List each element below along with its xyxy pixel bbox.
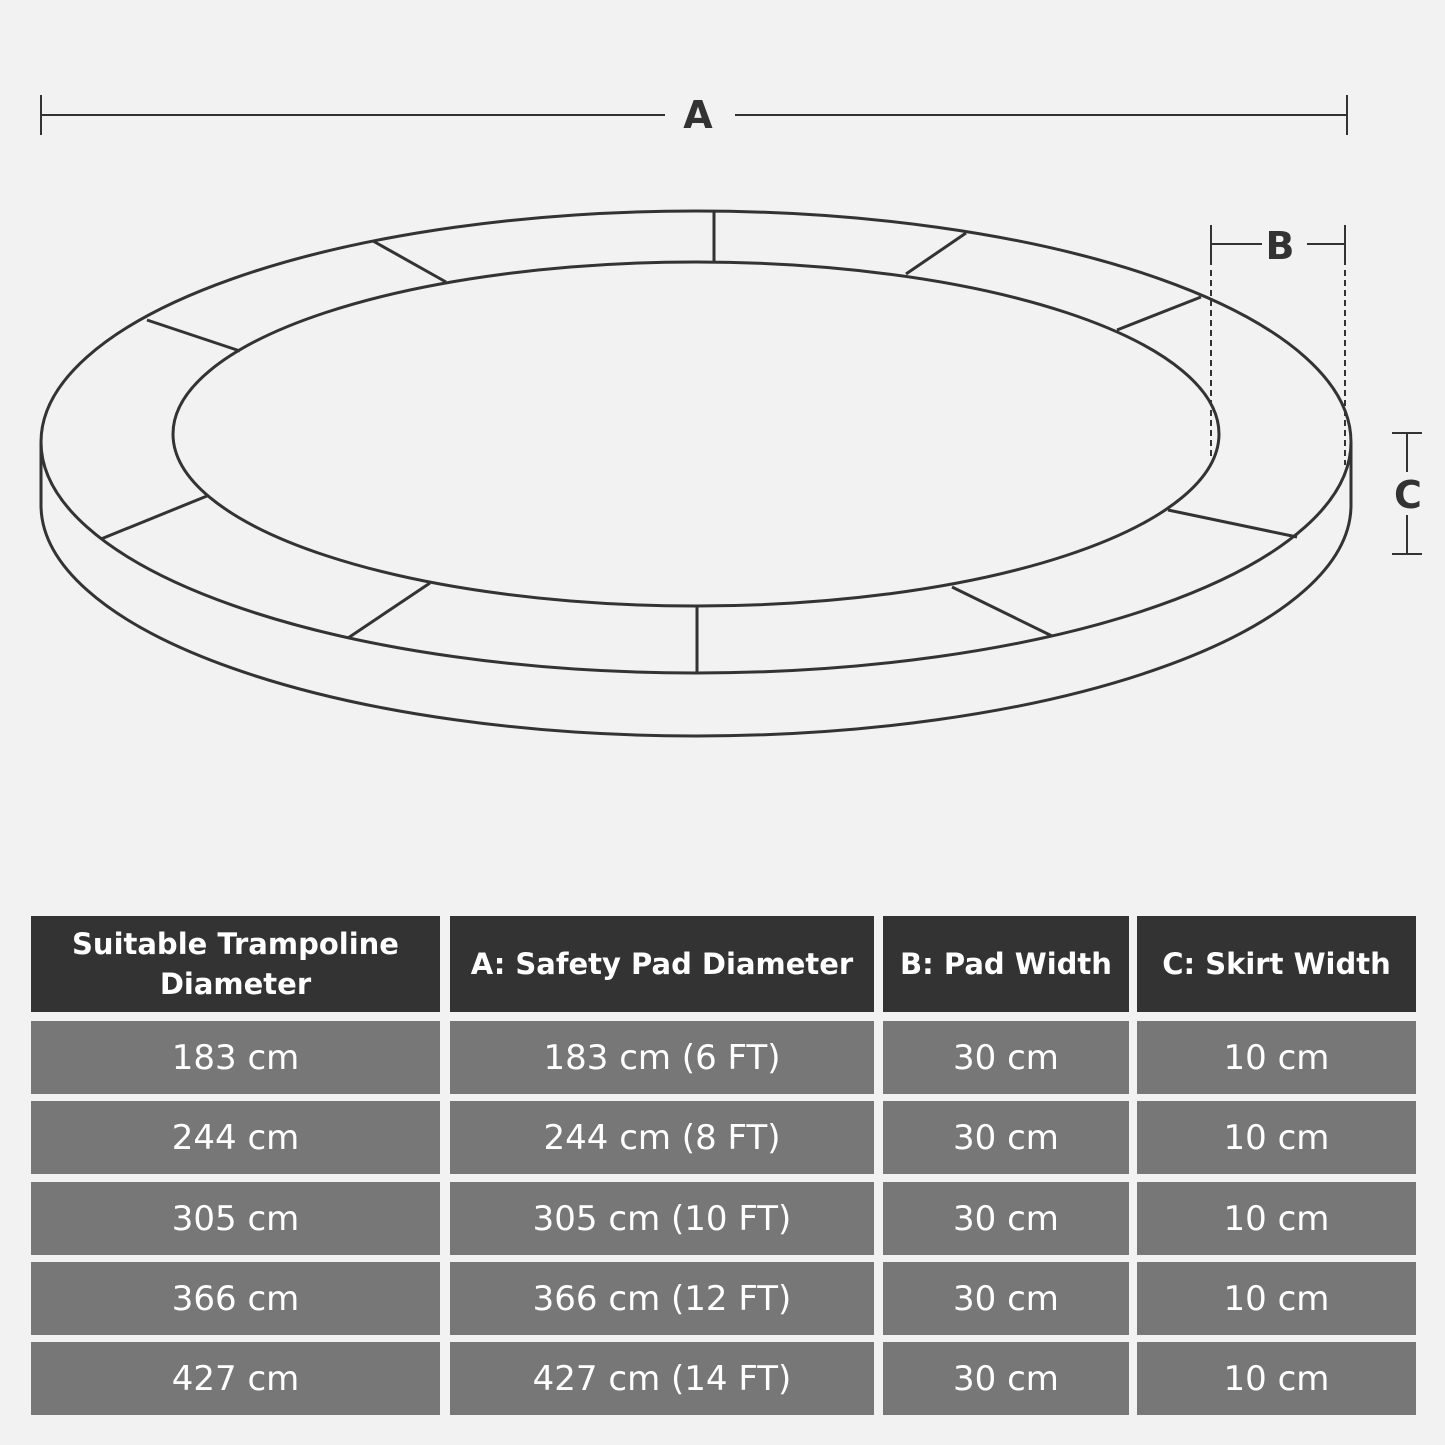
column-header: B: Pad Width (883, 916, 1129, 1012)
label-c: C (1394, 473, 1422, 517)
table-cell: 10 cm (1137, 1342, 1416, 1415)
table-cell: 427 cm (31, 1342, 440, 1415)
table-cell: 305 cm (10 FT) (450, 1182, 874, 1255)
skirt-bottom-edge (39, 504, 1353, 738)
table-cell: 10 cm (1137, 1262, 1416, 1335)
column-header: C: Skirt Width (1137, 916, 1416, 1012)
table-cell: 10 cm (1137, 1182, 1416, 1255)
table-cell: 305 cm (31, 1182, 440, 1255)
table-cell: 183 cm (31, 1021, 440, 1094)
table-cell: 10 cm (1137, 1101, 1416, 1174)
table-cell: 427 cm (14 FT) (450, 1342, 874, 1415)
table-cell: 30 cm (883, 1182, 1129, 1255)
column-header: Suitable Trampoline Diameter (31, 916, 440, 1012)
inner-pad-edge (171, 260, 1221, 608)
outer-pad-edge (39, 209, 1353, 675)
table-cell: 30 cm (883, 1021, 1129, 1094)
table-cell: 30 cm (883, 1262, 1129, 1335)
table-cell: 244 cm (8 FT) (450, 1101, 874, 1174)
label-a: A (683, 93, 713, 137)
safety-pad-diagram: A B C (39, 93, 1422, 738)
table-cell: 366 cm (12 FT) (450, 1262, 874, 1335)
label-b: B (1266, 224, 1295, 268)
table-cell: 30 cm (883, 1101, 1129, 1174)
table-cell: 30 cm (883, 1342, 1129, 1415)
table-cell: 244 cm (31, 1101, 440, 1174)
pad-segment-seams (100, 212, 1298, 673)
table-cell: 10 cm (1137, 1021, 1416, 1094)
table-cell: 183 cm (6 FT) (450, 1021, 874, 1094)
column-header: A: Safety Pad Diameter (450, 916, 874, 1012)
table-cell: 366 cm (31, 1262, 440, 1335)
